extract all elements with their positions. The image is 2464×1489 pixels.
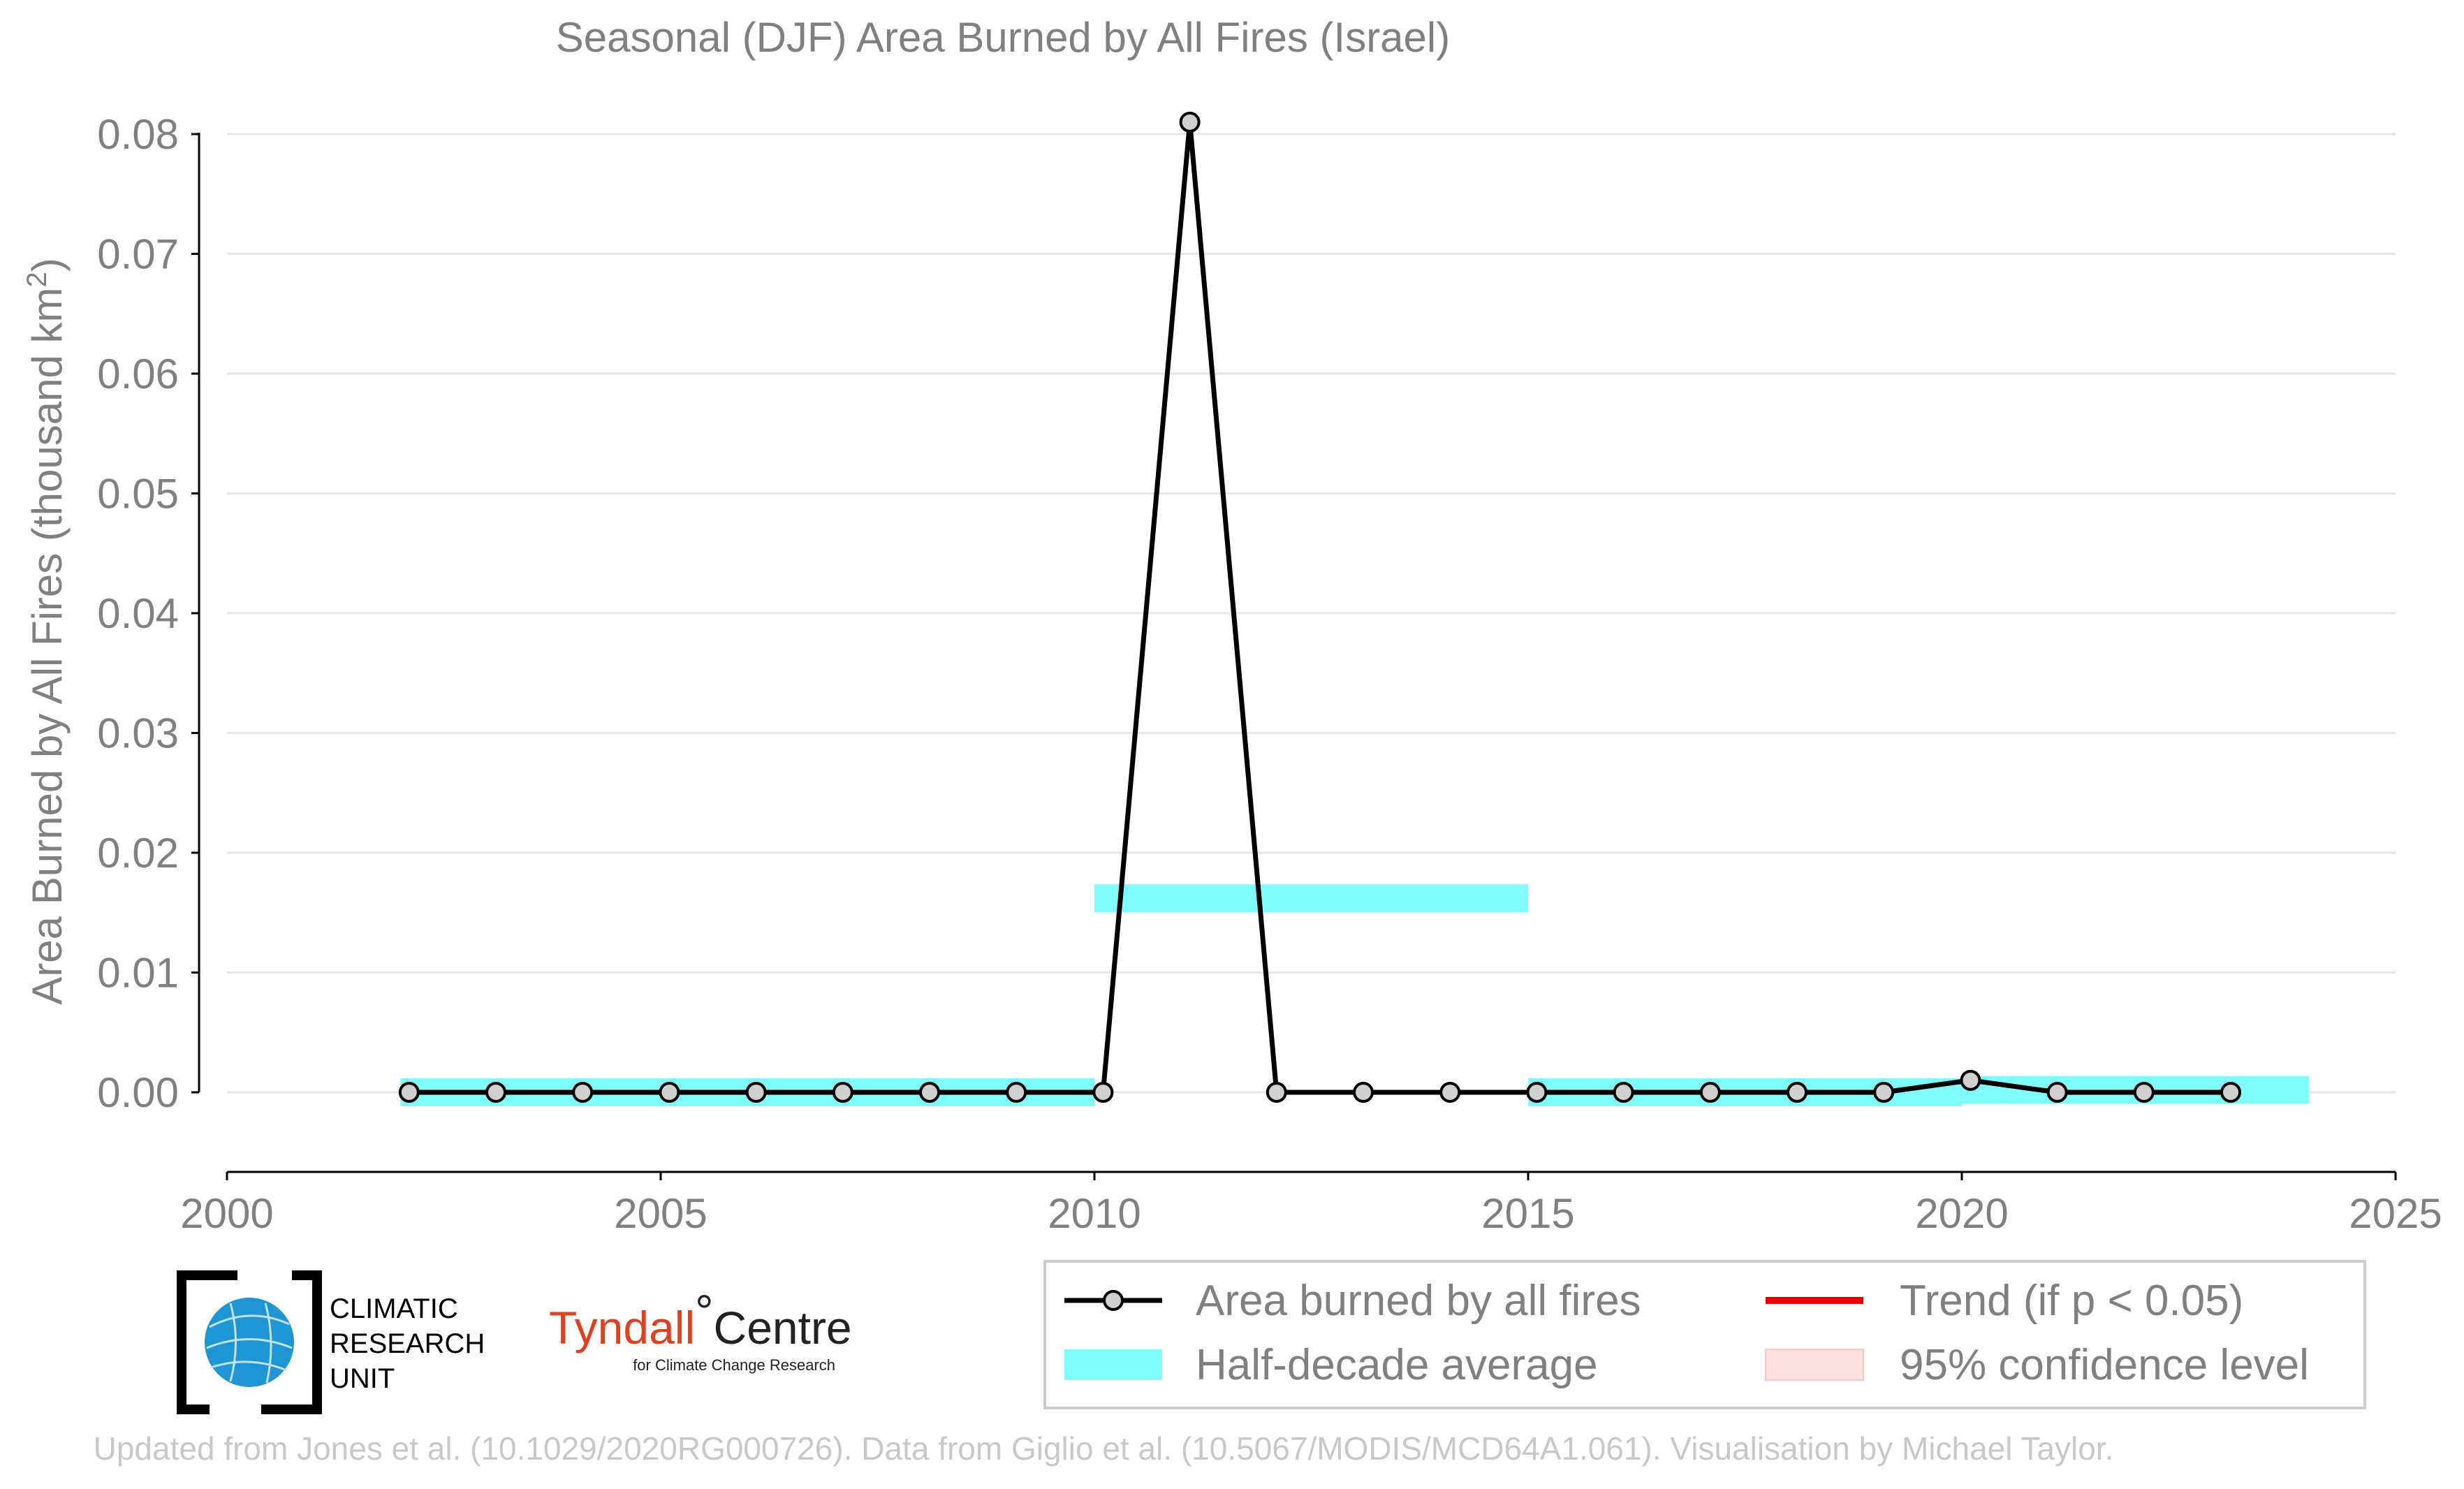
data-point (2046, 1082, 2068, 1103)
cru-line-2: RESEARCH (330, 1328, 485, 1359)
legend-box (1043, 1260, 2366, 1409)
data-point (1960, 1069, 1981, 1091)
data-point (1873, 1082, 1895, 1103)
footer-credits: Updated from Jones et al. (10.1029/2020R… (94, 1430, 2114, 1467)
globe-icon (205, 1298, 294, 1387)
y-tick-label: 0.01 (97, 950, 179, 997)
y-tick-label: 0.00 (97, 1069, 179, 1116)
cru-logo-bracket-right (261, 1270, 322, 1414)
data-point (1699, 1082, 1721, 1103)
y-axis-label: Area Burned by All Fires (thousand km2) (22, 258, 71, 1004)
data-point (485, 1082, 507, 1103)
y-tick-label: 0.07 (97, 231, 179, 278)
legend-label-area-burned: Area burned by all fires (1196, 1277, 1641, 1325)
data-point (1526, 1082, 1548, 1103)
legend-label-half-decade: Half-decade average (1196, 1341, 1598, 1389)
data-point (832, 1082, 853, 1103)
x-tick-label: 2010 (1048, 1190, 1141, 1237)
half-decade-bar (1094, 884, 1528, 913)
y-axis-label-sup: 2 (22, 272, 52, 287)
cru-logo-bracket-left (177, 1270, 237, 1414)
data-point (1266, 1082, 1287, 1103)
y-axis-label-close: ) (24, 258, 71, 272)
y-axis-label-main: Area Burned by All Fires (thousand km (24, 288, 71, 1005)
x-tick-label: 2020 (1915, 1190, 2008, 1237)
legend-label-confidence: 95% confidence level (1900, 1341, 2309, 1389)
data-point (1439, 1082, 1461, 1103)
tyndall-logo: Tyndall°Centre for Climate Change Resear… (549, 1285, 852, 1374)
y-tick-label: 0.06 (97, 351, 179, 397)
y-tick-label: 0.05 (97, 471, 179, 518)
data-point (1353, 1082, 1374, 1103)
x-tick-label: 2005 (614, 1190, 707, 1237)
cru-logo-slash-top (272, 1272, 282, 1282)
globe-icon-lines (206, 1303, 293, 1384)
tyndall-wordmark: Tyndall°Centre (549, 1285, 852, 1354)
data-point (1092, 1082, 1114, 1103)
legend-swatch-area-burned-marker (1103, 1290, 1124, 1311)
tyndall-name: Tyndall (549, 1302, 695, 1354)
data-point (398, 1082, 420, 1103)
y-tick-label: 0.08 (97, 111, 179, 158)
legend-swatch-half-decade (1064, 1349, 1162, 1380)
data-point (1006, 1082, 1027, 1103)
x-tick-label: 2000 (180, 1190, 273, 1237)
data-point (2220, 1082, 2242, 1103)
y-tick-label: 0.02 (97, 830, 179, 876)
data-point (1787, 1082, 1808, 1103)
legend-label-trend: Trend (if p < 0.05) (1900, 1277, 2243, 1325)
cru-line-3: UNIT (330, 1363, 395, 1394)
x-tick-label: 2015 (1481, 1190, 1574, 1237)
y-ticks: 0.00 0.01 0.02 0.03 0.04 0.05 0.06 0.07 0.08 (97, 111, 199, 1116)
tyndall-centre-word: Centre (714, 1302, 852, 1354)
x-ticks: 2000 2005 2010 2015 2020 2025 (180, 1172, 2442, 1237)
x-tick-label: 2025 (2349, 1190, 2442, 1237)
data-point (1613, 1082, 1634, 1103)
legend: Area burned by all fires Trend (if p < 0… (1043, 1260, 2366, 1409)
tyndall-subtitle: for Climate Change Research (633, 1356, 835, 1374)
grid-lines (227, 133, 2396, 1094)
chart-title: Seasonal (DJF) Area Burned by All Fires … (556, 14, 1450, 61)
area-burned-line (409, 119, 2231, 1095)
cru-line-1: CLIMATIC (330, 1293, 458, 1324)
data-point (2133, 1082, 2155, 1103)
data-point (919, 1082, 941, 1103)
tyndall-degree: ° (695, 1285, 713, 1337)
cru-logo: CLIMATIC RESEARCH UNIT (177, 1270, 485, 1414)
data-point (1179, 111, 1201, 133)
data-point (572, 1082, 594, 1103)
y-tick-label: 0.04 (97, 590, 179, 637)
y-tick-label: 0.03 (97, 710, 179, 757)
data-point (659, 1082, 680, 1103)
data-point (745, 1082, 767, 1103)
area-burned-markers (398, 111, 2242, 1103)
legend-swatch-confidence (1765, 1349, 1864, 1381)
half-decade-bands (400, 884, 2309, 1106)
